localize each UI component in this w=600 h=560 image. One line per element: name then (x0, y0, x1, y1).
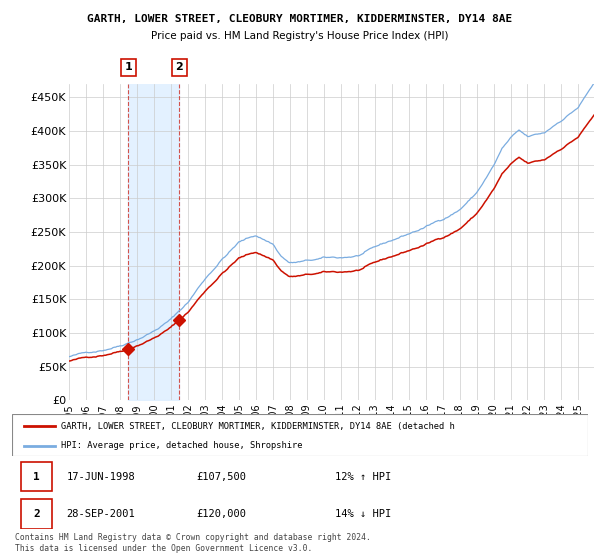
Text: 1: 1 (33, 472, 40, 482)
Text: £120,000: £120,000 (196, 509, 247, 519)
Text: GARTH, LOWER STREET, CLEOBURY MORTIMER, KIDDERMINSTER, DY14 8AE (detached h: GARTH, LOWER STREET, CLEOBURY MORTIMER, … (61, 422, 455, 431)
Bar (20, 499, 52, 529)
Text: 2: 2 (176, 62, 183, 72)
Text: HPI: Average price, detached house, Shropshire: HPI: Average price, detached house, Shro… (61, 441, 302, 450)
Text: Contains HM Land Registry data © Crown copyright and database right 2024.
This d: Contains HM Land Registry data © Crown c… (15, 533, 371, 553)
Text: GARTH, LOWER STREET, CLEOBURY MORTIMER, KIDDERMINSTER, DY14 8AE: GARTH, LOWER STREET, CLEOBURY MORTIMER, … (88, 14, 512, 24)
Text: 17-JUN-1998: 17-JUN-1998 (67, 472, 136, 482)
Text: 28-SEP-2001: 28-SEP-2001 (67, 509, 136, 519)
Text: 14% ↓ HPI: 14% ↓ HPI (335, 509, 391, 519)
Text: Price paid vs. HM Land Registry's House Price Index (HPI): Price paid vs. HM Land Registry's House … (151, 31, 449, 41)
Text: £107,500: £107,500 (196, 472, 247, 482)
Bar (20, 462, 52, 492)
Text: 1: 1 (125, 62, 133, 72)
Text: 12% ↑ HPI: 12% ↑ HPI (335, 472, 391, 482)
Text: 2: 2 (33, 509, 40, 519)
